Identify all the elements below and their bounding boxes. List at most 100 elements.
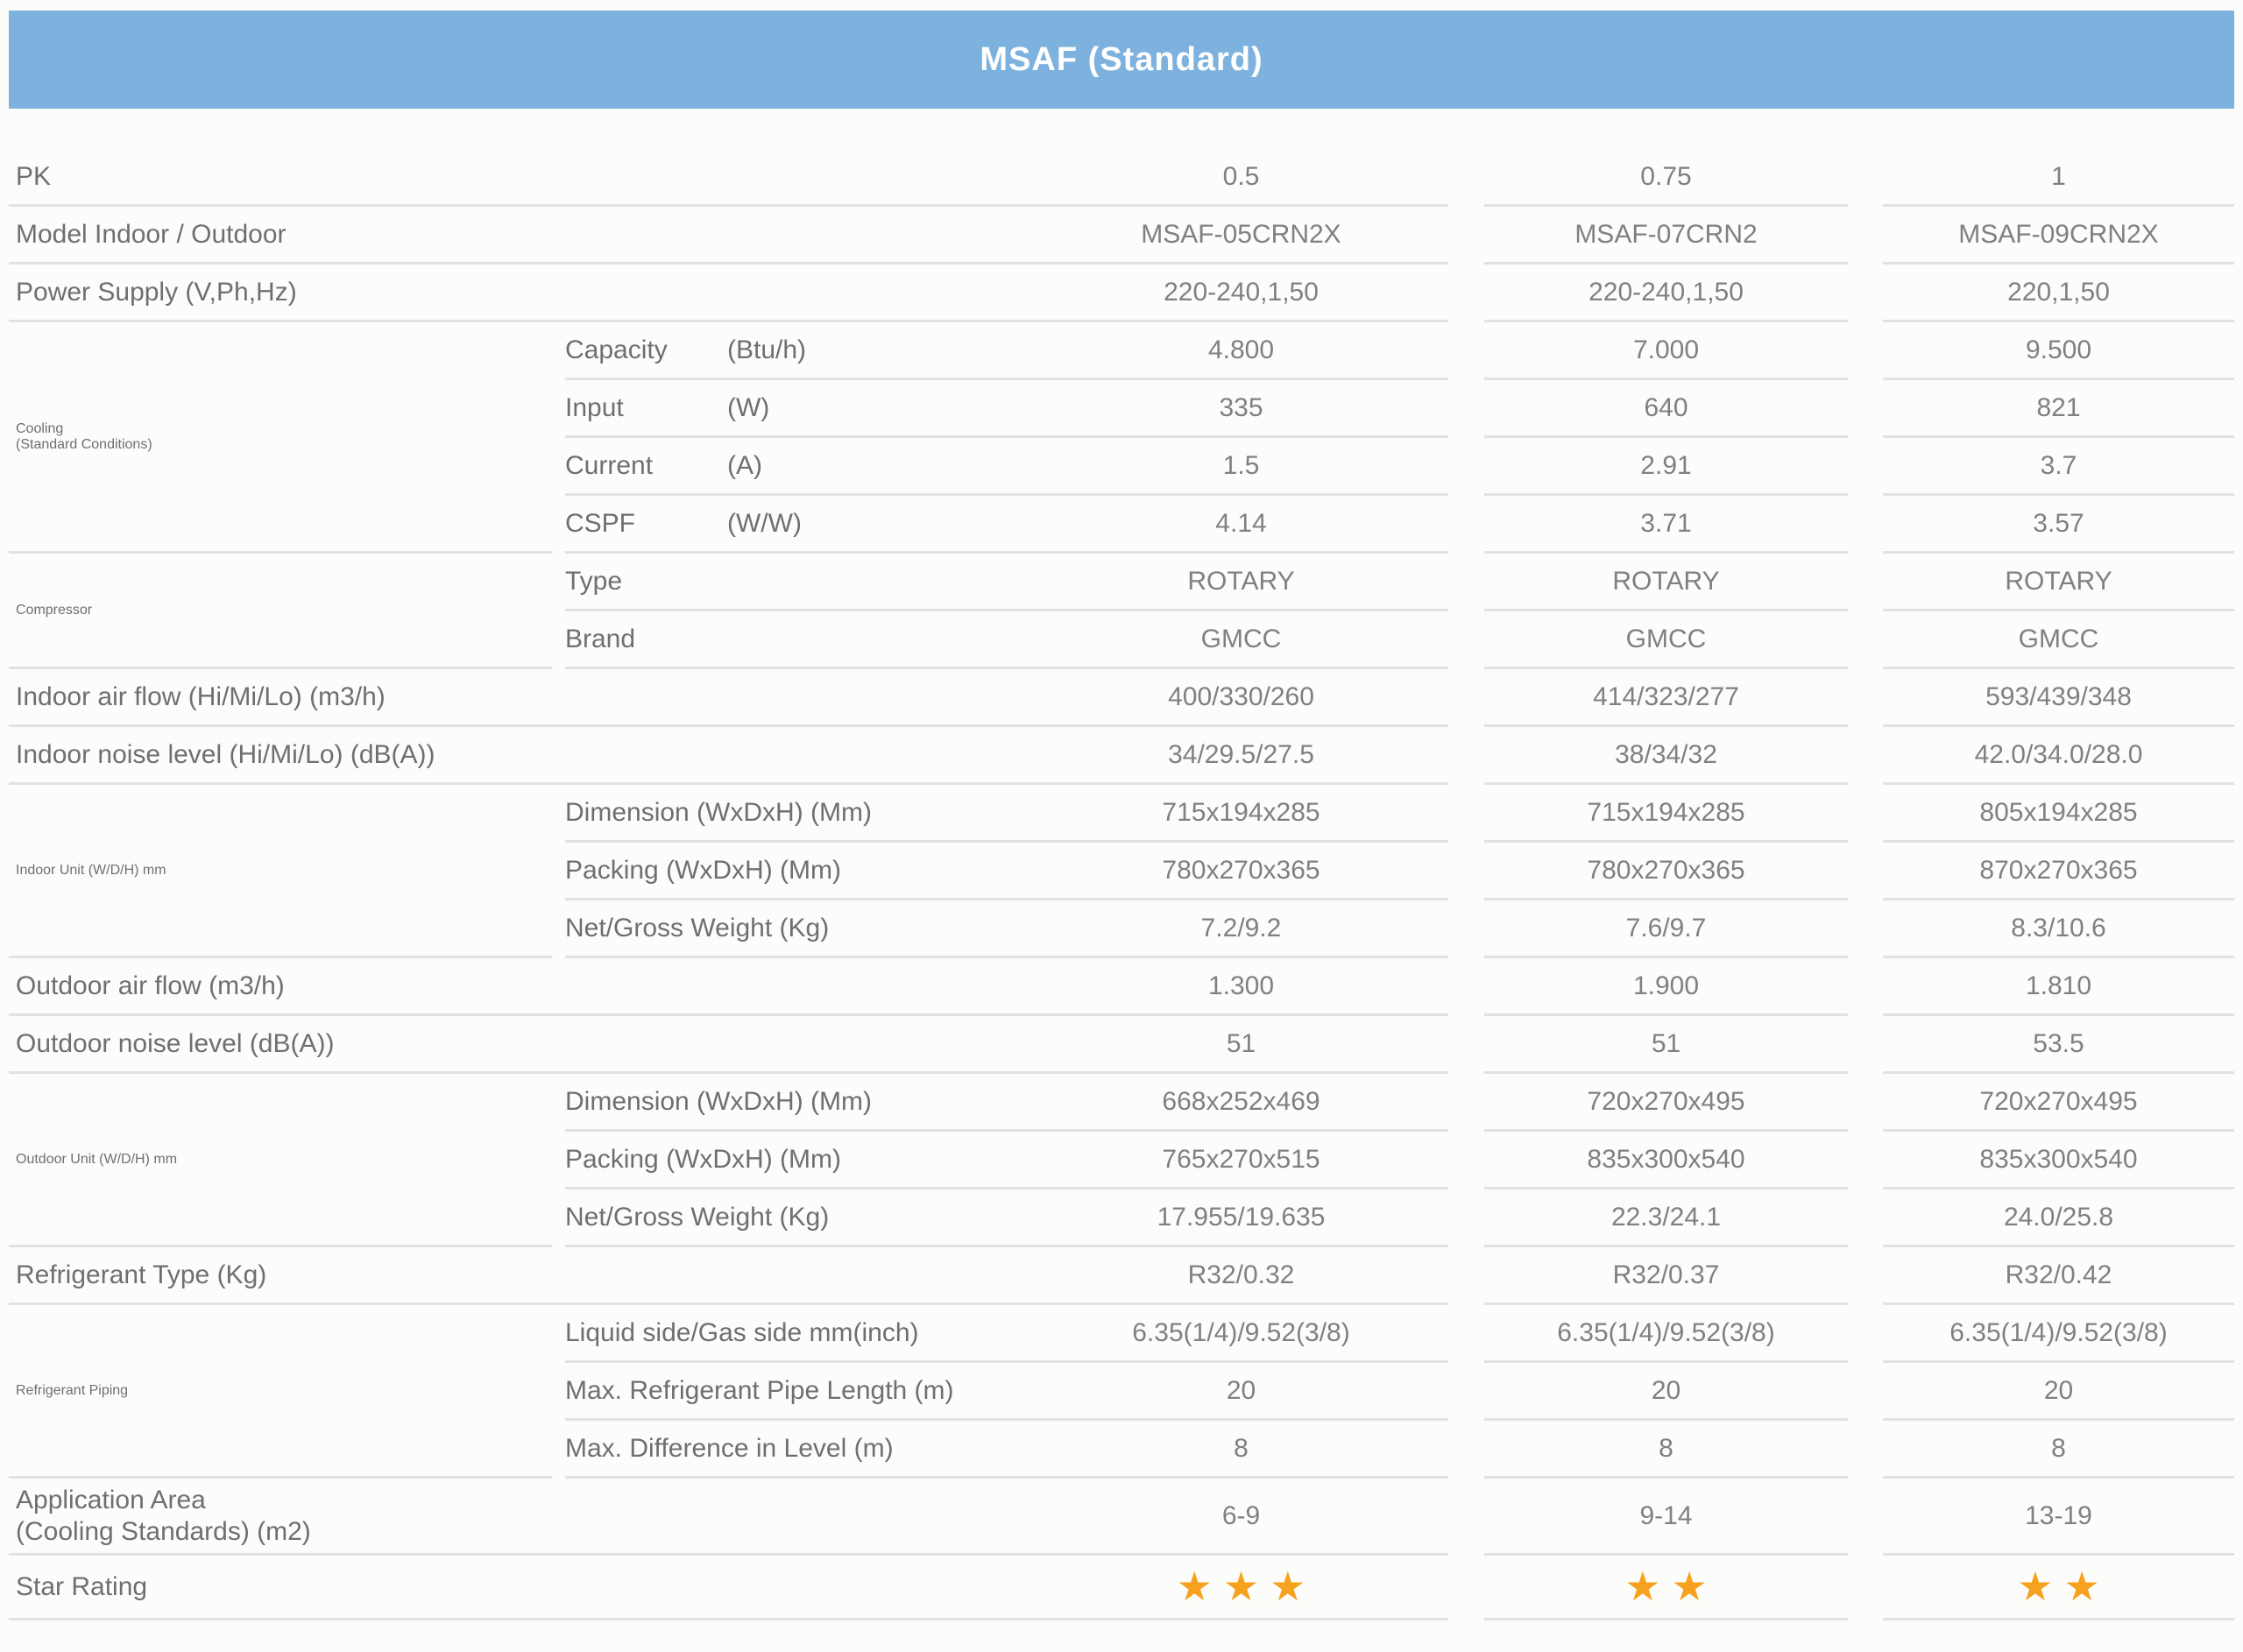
spec-value: 7.6/9.7: [1484, 900, 1848, 958]
spec-value: 6.35(1/4)/9.52(3/8): [1034, 1305, 1448, 1363]
spec-value: 34/29.5/27.5: [1034, 727, 1448, 785]
spec-value: 1.900: [1484, 958, 1848, 1016]
subrow-name: Current: [565, 450, 654, 480]
subrow-name: Input: [565, 392, 624, 422]
spec-value: 8.3/10.6: [1883, 900, 2234, 958]
spec-value: 2.91: [1484, 438, 1848, 496]
subrow-label: Max. Difference in Level (m): [565, 1421, 1034, 1479]
spec-row: Outdoor noise level (dB(A)) 51 51 53.5: [9, 1016, 2234, 1074]
subrow-label: Dimension (WxDxH) (Mm): [565, 785, 1034, 843]
spec-value: MSAF-09CRN2X: [1883, 207, 2234, 265]
row-label: Compressor: [9, 554, 552, 669]
subrow-label: Dimension (WxDxH) (Mm): [565, 1074, 1034, 1132]
subrow-label: Liquid side/Gas side mm(inch): [565, 1305, 1034, 1363]
spec-table: PK 0.5 0.75 1 Model Indoor / Outdoor MSAF-05C…: [9, 149, 2234, 1620]
spec-value: 821: [1883, 380, 2234, 438]
star-rating: ★★: [1484, 1556, 1848, 1620]
spec-value: 8: [1883, 1421, 2234, 1479]
spec-value: ROTARY: [1034, 554, 1448, 611]
spec-row: Model Indoor / Outdoor MSAF-05CRN2X MSAF-0…: [9, 207, 2234, 265]
subrow-unit: (W): [727, 392, 770, 422]
spec-value: 1.300: [1034, 958, 1448, 1016]
spec-value: 220,1,50: [1883, 265, 2234, 322]
spec-value: R32/0.32: [1034, 1247, 1448, 1305]
spec-group-row: Cooling (Standard Conditions) Capacity (Bt…: [9, 322, 2234, 554]
spec-value: 51: [1034, 1016, 1448, 1074]
subrow-unit: (W/W): [727, 508, 802, 538]
spec-value: 780x270x365: [1484, 843, 1848, 900]
spec-value: 17.955/19.635: [1034, 1190, 1448, 1247]
spec-value: 4.14: [1034, 496, 1448, 554]
spec-value: 20: [1484, 1363, 1848, 1421]
spec-value: 0.5: [1034, 149, 1448, 207]
spec-value: 335: [1034, 380, 1448, 438]
spec-value: 3.7: [1883, 438, 2234, 496]
table-title: MSAF (Standard): [980, 40, 1263, 78]
spec-value: 38/34/32: [1484, 727, 1848, 785]
spec-group-row: Indoor Unit (W/D/H) mm Dimension (WxDxH) …: [9, 785, 2234, 958]
spec-value: 1.810: [1883, 958, 2234, 1016]
spec-value: 1: [1883, 149, 2234, 207]
spec-value: 6.35(1/4)/9.52(3/8): [1883, 1305, 2234, 1363]
spec-value: 6-9: [1034, 1479, 1448, 1556]
spec-value: 835x300x540: [1883, 1132, 2234, 1190]
subrow-label: Max. Refrigerant Pipe Length (m): [565, 1363, 1034, 1421]
spec-row: Outdoor air flow (m3/h) 1.300 1.900 1.810: [9, 958, 2234, 1016]
spec-value: MSAF-05CRN2X: [1034, 207, 1448, 265]
subrow-label: Input (W): [565, 380, 1034, 438]
row-label: Indoor Unit (W/D/H) mm: [9, 785, 552, 958]
subrow-label: Capacity (Btu/h): [565, 322, 1034, 380]
subrow-label: CSPF (W/W): [565, 496, 1034, 554]
row-label: Refrigerant Type (Kg): [9, 1247, 1034, 1305]
spec-value: 400/330/260: [1034, 669, 1448, 727]
spec-value: 640: [1484, 380, 1848, 438]
subrow-label: Net/Gross Weight (Kg): [565, 900, 1034, 958]
spec-value: 715x194x285: [1034, 785, 1448, 843]
spec-value: 805x194x285: [1883, 785, 2234, 843]
row-label: Outdoor Unit (W/D/H) mm: [9, 1074, 552, 1247]
spec-value: 13-19: [1883, 1479, 2234, 1556]
spec-row: PK 0.5 0.75 1: [9, 149, 2234, 207]
spec-value: 1.5: [1034, 438, 1448, 496]
spec-group-row: Outdoor Unit (W/D/H) mm Dimension (WxDxH)…: [9, 1074, 2234, 1247]
spec-value: 3.57: [1883, 496, 2234, 554]
table-header-banner: MSAF (Standard): [9, 11, 2234, 109]
spec-value: 7.2/9.2: [1034, 900, 1448, 958]
spec-value: 53.5: [1883, 1016, 2234, 1074]
spec-value: ROTARY: [1883, 554, 2234, 611]
spec-value: 20: [1034, 1363, 1448, 1421]
spec-value: 765x270x515: [1034, 1132, 1448, 1190]
spec-value: 720x270x495: [1484, 1074, 1848, 1132]
row-label: Star Rating: [9, 1556, 1034, 1620]
star-rating: ★★★: [1034, 1556, 1448, 1620]
row-label: Application Area (Cooling Standards) (m2…: [9, 1479, 1034, 1556]
spec-row: Refrigerant Type (Kg) R32/0.32 R32/0.37 R32…: [9, 1247, 2234, 1305]
spec-value: GMCC: [1034, 611, 1448, 669]
spec-value: 20: [1883, 1363, 2234, 1421]
spec-value: 870x270x365: [1883, 843, 2234, 900]
spec-value: 24.0/25.8: [1883, 1190, 2234, 1247]
spec-value: R32/0.42: [1883, 1247, 2234, 1305]
spec-value: 668x252x469: [1034, 1074, 1448, 1132]
subrow-label: Net/Gross Weight (Kg): [565, 1190, 1034, 1247]
subrow-unit: (Btu/h): [727, 335, 807, 364]
spec-group-row: Refrigerant Piping Liquid side/Gas side m…: [9, 1305, 2234, 1479]
row-label: Indoor noise level (Hi/Mi/Lo) (dB(A)): [9, 727, 1034, 785]
subrow-name: CSPF: [565, 508, 636, 538]
spec-value: 8: [1484, 1421, 1848, 1479]
row-label: Outdoor air flow (m3/h): [9, 958, 1034, 1016]
spec-value: 220-240,1,50: [1034, 265, 1448, 322]
subrow-unit: (A): [727, 450, 762, 480]
spec-value: ROTARY: [1484, 554, 1848, 611]
spec-value: 22.3/24.1: [1484, 1190, 1848, 1247]
spec-value: 220-240,1,50: [1484, 265, 1848, 322]
spec-value: GMCC: [1484, 611, 1848, 669]
spec-value: 715x194x285: [1484, 785, 1848, 843]
spec-value: 8: [1034, 1421, 1448, 1479]
spec-value: 0.75: [1484, 149, 1848, 207]
subrow-label: Brand: [565, 611, 1034, 669]
spec-value: 720x270x495: [1883, 1074, 2234, 1132]
subrow-label: Packing (WxDxH) (Mm): [565, 843, 1034, 900]
row-label: Refrigerant Piping: [9, 1305, 552, 1479]
spec-value: 593/439/348: [1883, 669, 2234, 727]
